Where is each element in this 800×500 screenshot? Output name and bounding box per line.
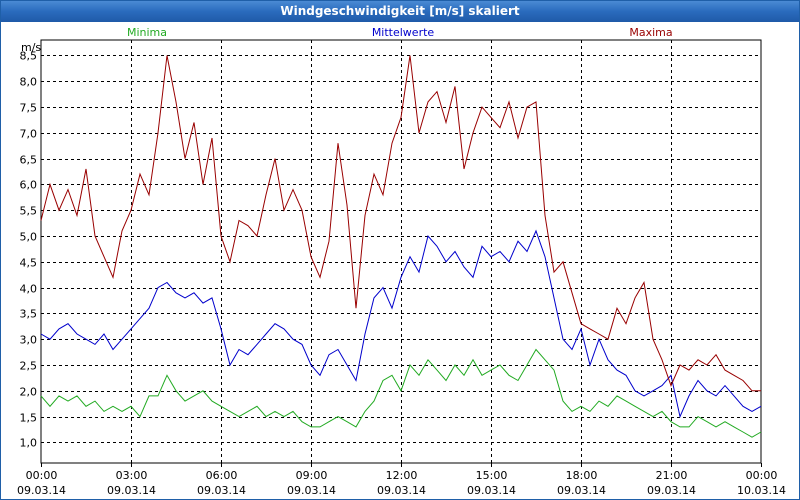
x-tick-time-label: 00:00 bbox=[746, 469, 778, 482]
series-line-min bbox=[40, 348, 762, 438]
x-tick-time-label: 03:00 bbox=[116, 469, 148, 482]
x-tick-date-label: 09.03.14 bbox=[467, 484, 516, 497]
legend-mean: Mittelwerte bbox=[372, 26, 435, 39]
x-tick-date-label: 10.03.14 bbox=[737, 484, 786, 497]
y-tick-label: 7,5 bbox=[20, 102, 38, 115]
y-tick-label: 2,0 bbox=[20, 386, 38, 399]
y-tick-label: 2,5 bbox=[20, 360, 38, 373]
y-tick-label: 7,0 bbox=[20, 128, 38, 141]
x-tick-time-label: 21:00 bbox=[656, 469, 688, 482]
y-tick-label: 4,0 bbox=[20, 283, 38, 296]
x-tick-time-label: 15:00 bbox=[476, 469, 508, 482]
y-tick-label: 5,5 bbox=[20, 205, 38, 218]
x-tick-date-label: 09.03.14 bbox=[17, 484, 66, 497]
legend-max: Maxima bbox=[629, 26, 672, 39]
y-tick-label: 1,5 bbox=[20, 412, 38, 425]
y-axis-unit-label: m/s bbox=[21, 41, 41, 54]
x-tick-time-label: 06:00 bbox=[206, 469, 238, 482]
x-tick-date-label: 09.03.14 bbox=[557, 484, 606, 497]
y-tick-label: 3,0 bbox=[20, 334, 38, 347]
wind-speed-chart: 1,0 1,5 2,0 2,5 3,0 3,5 4,0 4,5 5,0 5,5 6,0 6,5 7,0 7… bbox=[17, 26, 786, 497]
y-tick-label: 8,0 bbox=[20, 76, 38, 89]
x-tick-date-label: 09.03.14 bbox=[647, 484, 696, 497]
legend-min: Minima bbox=[127, 26, 167, 39]
x-tick-date-label: 09.03.14 bbox=[197, 484, 246, 497]
y-tick-label: 3,5 bbox=[20, 308, 38, 321]
y-tick-label: 6,0 bbox=[20, 179, 38, 192]
x-tick-date-label: 09.03.14 bbox=[107, 484, 156, 497]
x-tick-time-label: 09:00 bbox=[296, 469, 328, 482]
y-tick-label: 8,5 bbox=[20, 50, 38, 63]
series-line-mean bbox=[40, 229, 762, 419]
x-tick-time-label: 12:00 bbox=[386, 469, 418, 482]
y-tick-label: 6,5 bbox=[20, 154, 38, 167]
x-tick-date-label: 09.03.14 bbox=[287, 484, 336, 497]
x-tick-time-label: 18:00 bbox=[566, 469, 598, 482]
y-tick-label: 5,0 bbox=[20, 231, 38, 244]
window-title: Windgeschwindigkeit [m/s] skaliert bbox=[1, 1, 799, 22]
x-tick-time-label: 00:00 bbox=[26, 469, 58, 482]
y-tick-label: 4,5 bbox=[20, 257, 38, 270]
y-tick-label: 1,0 bbox=[20, 437, 38, 450]
x-tick-date-label: 09.03.14 bbox=[377, 484, 426, 497]
series-line-max bbox=[40, 55, 761, 392]
